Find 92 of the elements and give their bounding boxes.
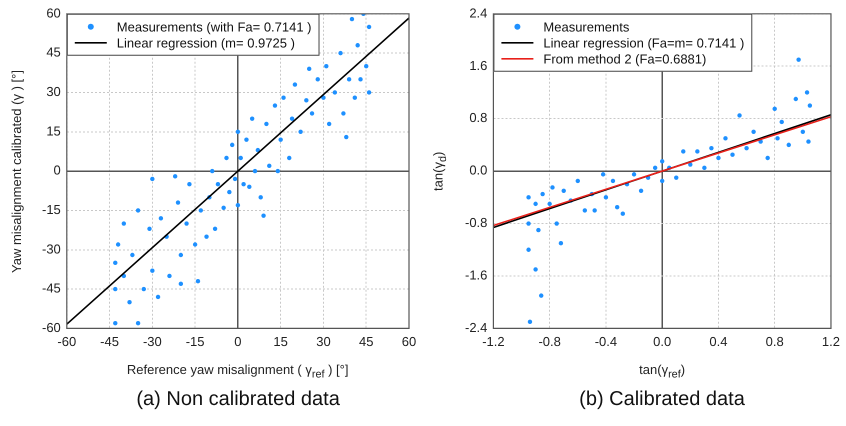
y-tick-label: 0.0 xyxy=(469,162,488,178)
x-tick-label: 30 xyxy=(316,334,331,349)
y-tick-label: 60 xyxy=(46,5,61,20)
point xyxy=(604,195,608,200)
x-tick-label: -30 xyxy=(142,334,162,349)
x-tick-label: 0.4 xyxy=(709,334,728,349)
point xyxy=(558,240,564,246)
y-tick-label: -15 xyxy=(42,202,61,218)
point xyxy=(775,136,780,141)
y-tick-label: -30 xyxy=(42,241,61,256)
point xyxy=(796,57,801,62)
x-tick-label: 1.2 xyxy=(822,334,840,349)
point xyxy=(695,149,700,154)
point xyxy=(547,202,552,206)
x-tick-label: 60 xyxy=(402,334,416,349)
point xyxy=(765,156,770,160)
point xyxy=(536,228,541,232)
point xyxy=(620,212,625,216)
point xyxy=(550,185,555,190)
point xyxy=(660,159,664,164)
point xyxy=(582,208,588,213)
y-tick-label: 0 xyxy=(54,162,61,178)
y-tick-label: -45 xyxy=(42,280,61,296)
x-tick-label: 45 xyxy=(358,334,374,349)
point xyxy=(592,208,597,213)
x-tick-label: 15 xyxy=(273,334,288,349)
point xyxy=(716,156,721,160)
y-tick-label: 0.8 xyxy=(469,110,488,126)
point xyxy=(723,136,728,141)
x-tick-label: -0.4 xyxy=(594,334,618,349)
point xyxy=(600,172,606,177)
point xyxy=(554,221,559,226)
point xyxy=(614,204,620,210)
text: (b) Calibrated data xyxy=(579,388,745,412)
point xyxy=(533,267,538,272)
point xyxy=(576,178,580,184)
legend-label: Linear regression (m= 0.9725 ) xyxy=(116,35,295,50)
point xyxy=(786,142,791,148)
point xyxy=(688,162,693,167)
point xyxy=(780,120,784,124)
point xyxy=(632,172,636,177)
x-axis-title: tan(γ$_{ref}$) xyxy=(639,362,686,381)
point xyxy=(806,139,811,144)
y-tick-label: 1.6 xyxy=(469,58,488,73)
point xyxy=(730,152,735,157)
point xyxy=(772,106,777,112)
text: (a) Non calibrated data xyxy=(136,388,340,412)
point xyxy=(794,96,798,102)
y-tick-label: 2.4 xyxy=(469,5,488,20)
point xyxy=(652,166,658,170)
point xyxy=(702,166,707,170)
y-tick-label: 30 xyxy=(46,84,61,100)
x-tick-label: -15 xyxy=(186,334,205,349)
point xyxy=(737,113,742,118)
point xyxy=(744,146,749,150)
x-tick-label: -45 xyxy=(100,334,119,349)
point xyxy=(751,130,756,134)
point xyxy=(526,221,531,226)
legend-label: Measurements xyxy=(543,19,630,34)
y-tick-label: -2.4 xyxy=(464,320,488,335)
point xyxy=(674,175,678,180)
point xyxy=(808,103,812,108)
point xyxy=(526,248,531,252)
y-tick-label: -0.8 xyxy=(464,215,488,230)
x-tick-label: 0.8 xyxy=(766,334,784,349)
point xyxy=(638,188,644,193)
x-tick-label: -60 xyxy=(57,334,76,349)
legend-label: Linear regression (Fa=m= 0.7141 ) xyxy=(543,35,744,50)
x-tick-label: 0.0 xyxy=(653,334,672,349)
point xyxy=(660,178,664,184)
y-tick-label: -1.6 xyxy=(464,268,488,283)
point xyxy=(800,130,806,134)
point xyxy=(526,195,531,200)
point xyxy=(539,293,544,298)
point xyxy=(528,320,532,324)
point xyxy=(533,202,538,206)
y-tick-label: 15 xyxy=(46,123,61,138)
point xyxy=(562,188,566,193)
x-tick-label: -0.8 xyxy=(538,334,561,349)
point xyxy=(681,149,686,154)
legend-label: Measurements (with Fa= 0.7141 ) xyxy=(116,19,312,34)
point xyxy=(804,90,810,95)
y-tick-label: -60 xyxy=(42,320,61,335)
point xyxy=(610,178,616,184)
point xyxy=(709,146,714,150)
x-tick-label: 0 xyxy=(234,334,242,349)
point xyxy=(540,192,545,196)
x-axis-title: Reference yaw misalignment ( γ$_{ref}$ ) [°] xyxy=(126,362,348,381)
y-tick-label: 45 xyxy=(46,44,61,60)
x-tick-label: -1.2 xyxy=(482,334,505,349)
legend-label: From method 2 (Fa=0.6881) xyxy=(543,51,706,66)
y-axis-title: Yaw misalignment calibrated (γ ) [°] xyxy=(8,70,24,273)
